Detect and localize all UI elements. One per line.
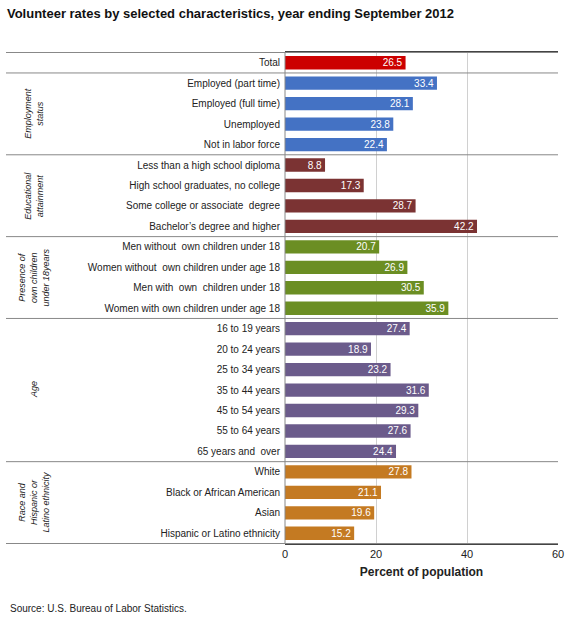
svg-text:35 to 44 years: 35 to 44 years bbox=[217, 385, 280, 396]
svg-text:Black or African American: Black or African American bbox=[166, 487, 280, 498]
svg-text:Men with own children under: Men with own children under 18 bbox=[133, 282, 280, 293]
svg-text:Total: Total bbox=[259, 57, 280, 68]
svg-text:Some college or associate deg: Some college or associate degree bbox=[126, 200, 280, 211]
svg-text:60: 60 bbox=[552, 548, 564, 560]
svg-text:26.5: 26.5 bbox=[383, 57, 403, 68]
svg-text:27.8: 27.8 bbox=[389, 466, 409, 477]
svg-text:55 to 64 years: 55 to 64 years bbox=[217, 425, 280, 436]
svg-text:15.2: 15.2 bbox=[331, 528, 351, 539]
svg-text:Men without own children unde: Men without own children under 18 bbox=[122, 241, 280, 252]
svg-text:0: 0 bbox=[282, 548, 288, 560]
svg-text:Presence ofown childrenunder 1: Presence ofown childrenunder 18years bbox=[17, 249, 50, 307]
svg-text:Unemployed: Unemployed bbox=[224, 119, 280, 130]
svg-text:Women without own children un: Women without own children under age 18 bbox=[88, 262, 281, 273]
svg-text:17.3: 17.3 bbox=[341, 180, 361, 191]
svg-text:45 to 54 years: 45 to 54 years bbox=[217, 405, 280, 416]
svg-text:Age: Age bbox=[29, 381, 39, 398]
svg-text:Not in labor force: Not in labor force bbox=[204, 139, 281, 150]
svg-text:18.9: 18.9 bbox=[348, 344, 368, 355]
svg-text:Women with own children under: Women with own children under age 18 bbox=[105, 303, 281, 314]
svg-text:25 to 34 years: 25 to 34 years bbox=[217, 364, 280, 375]
svg-text:28.1: 28.1 bbox=[390, 98, 410, 109]
svg-text:21.1: 21.1 bbox=[358, 487, 378, 498]
svg-text:Hispanic or Latino ethnicity: Hispanic or Latino ethnicity bbox=[160, 528, 280, 539]
svg-text:22.4: 22.4 bbox=[364, 139, 384, 150]
svg-text:20.7: 20.7 bbox=[356, 241, 376, 252]
svg-text:Volunteer rates by selected ch: Volunteer rates by selected characterist… bbox=[7, 6, 454, 21]
svg-text:33.4: 33.4 bbox=[414, 78, 434, 89]
svg-text:Asian: Asian bbox=[255, 507, 280, 518]
svg-text:Educationalattainment: Educationalattainment bbox=[23, 172, 45, 220]
svg-text:30.5: 30.5 bbox=[401, 282, 421, 293]
svg-text:Employmentstatus: Employmentstatus bbox=[23, 88, 45, 139]
svg-text:16 to 19 years: 16 to 19 years bbox=[217, 323, 280, 334]
svg-text:Race andHispanic orLatino ethn: Race andHispanic orLatino ethnicity bbox=[17, 472, 50, 533]
svg-text:Source: U.S. Bureau of Labor S: Source: U.S. Bureau of Labor Statistics. bbox=[10, 603, 187, 614]
svg-text:65 years and over: 65 years and over bbox=[197, 446, 280, 457]
svg-text:20 to 24 years: 20 to 24 years bbox=[217, 344, 280, 355]
svg-text:35.9: 35.9 bbox=[425, 303, 445, 314]
svg-text:Less than a high school diplom: Less than a high school diploma bbox=[137, 160, 280, 171]
svg-text:40: 40 bbox=[461, 548, 473, 560]
svg-text:27.4: 27.4 bbox=[387, 323, 407, 334]
svg-text:Bachelor’s degree and higher: Bachelor’s degree and higher bbox=[149, 221, 281, 232]
svg-text:20: 20 bbox=[370, 548, 382, 560]
svg-text:White: White bbox=[254, 466, 280, 477]
svg-text:Percent of population: Percent of population bbox=[360, 565, 483, 579]
svg-text:Employed (full time): Employed (full time) bbox=[192, 98, 280, 109]
svg-text:High school graduates, no coll: High school graduates, no college bbox=[129, 180, 280, 191]
svg-text:29.3: 29.3 bbox=[395, 405, 415, 416]
svg-text:19.6: 19.6 bbox=[351, 507, 371, 518]
svg-text:23.2: 23.2 bbox=[368, 364, 388, 375]
svg-text:26.9: 26.9 bbox=[384, 262, 404, 273]
svg-text:Employed (part time): Employed (part time) bbox=[187, 78, 280, 89]
svg-text:24.4: 24.4 bbox=[373, 446, 393, 457]
svg-text:8.8: 8.8 bbox=[308, 160, 322, 171]
svg-text:28.7: 28.7 bbox=[393, 200, 413, 211]
svg-text:23.8: 23.8 bbox=[370, 119, 390, 130]
svg-text:42.2: 42.2 bbox=[454, 221, 474, 232]
svg-text:27.6: 27.6 bbox=[388, 425, 408, 436]
svg-text:31.6: 31.6 bbox=[406, 385, 426, 396]
